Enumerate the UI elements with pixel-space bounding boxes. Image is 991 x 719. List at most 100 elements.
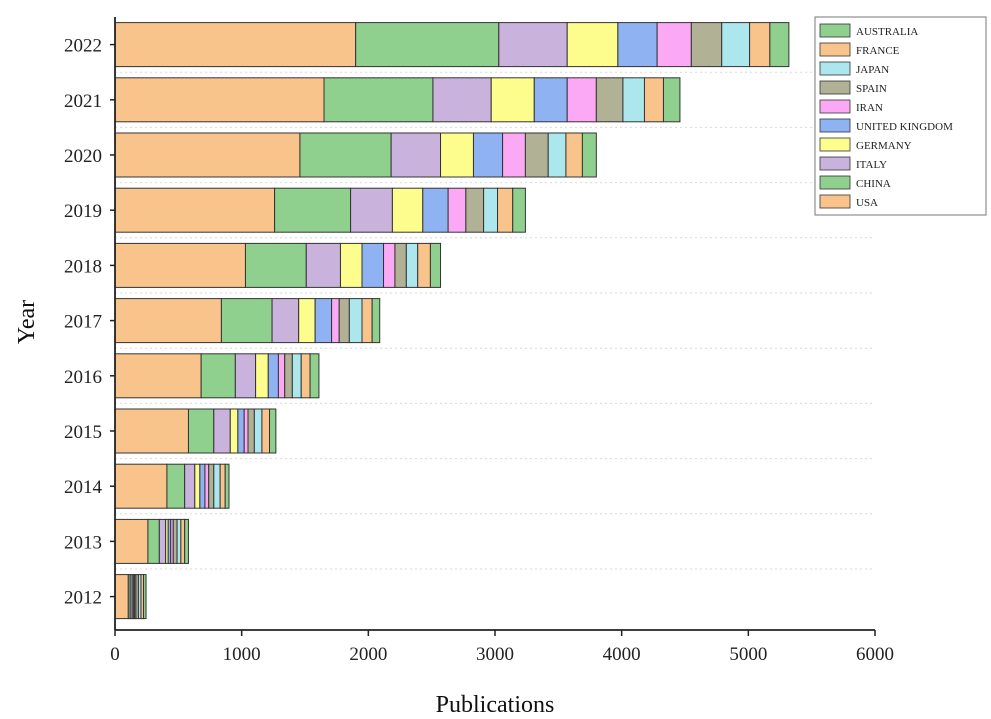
- bars: [114, 22, 790, 620]
- y-tick-label: 2018: [64, 256, 102, 277]
- bar-segment: [422, 187, 449, 233]
- bar-segment: [565, 132, 583, 178]
- bar-segment: [187, 408, 215, 454]
- bar-segment: [331, 298, 340, 344]
- bar-segment: [114, 77, 325, 123]
- bar-segment: [213, 463, 221, 509]
- bar-segment: [271, 298, 300, 344]
- bar-segment: [213, 408, 231, 454]
- bar-segment: [497, 187, 514, 233]
- bar-segment: [143, 574, 147, 620]
- bar-segment: [184, 518, 189, 564]
- bar-segment: [465, 187, 485, 233]
- legend-swatch: [819, 23, 851, 38]
- y-tick-label: 2022: [64, 36, 102, 57]
- legend-label: FRANCE: [856, 45, 900, 57]
- bar-segment: [220, 298, 273, 344]
- bar-segment: [158, 518, 167, 564]
- bar-segment: [261, 408, 271, 454]
- bar-segment: [219, 463, 226, 509]
- bar-segment: [348, 298, 363, 344]
- bar-segment: [298, 298, 316, 344]
- grid-lines: [115, 71, 875, 570]
- y-tick-label: 2014: [64, 477, 103, 498]
- bar-segment: [447, 187, 467, 233]
- legend-label: UNITED KINGDOM: [856, 121, 953, 133]
- bar-segment: [172, 518, 178, 564]
- bar-segment: [566, 22, 619, 68]
- bar-segment: [247, 408, 255, 454]
- bar-segment: [390, 132, 442, 178]
- bar-segment: [498, 22, 568, 68]
- bar-segment: [472, 132, 504, 178]
- bar-segment: [255, 353, 269, 399]
- tick-labels: 2022 2021 2020 2019 2018 2017 2016 2015 2014 2013…: [64, 36, 894, 665]
- legend: AUSTRALIA FRANCE JAPAN SPAIN IRAN UNITED KING…: [814, 16, 987, 216]
- y-tick-label: 2013: [64, 532, 102, 553]
- bar-segment: [581, 132, 597, 178]
- bar-segment: [305, 242, 341, 288]
- bar-segment: [566, 77, 597, 123]
- y-tick-label: 2019: [64, 201, 102, 222]
- bar-segment: [417, 242, 431, 288]
- legend-label: CHINA: [856, 178, 891, 190]
- bar-segment: [749, 22, 771, 68]
- legend-swatch: [819, 137, 851, 152]
- bar-segment: [234, 353, 257, 399]
- bar-segment: [114, 132, 301, 178]
- y-tick-label: 2017: [64, 312, 102, 333]
- y-tick-label: 2015: [64, 422, 102, 443]
- legend-label: GERMANY: [856, 140, 912, 152]
- bar-segment: [284, 353, 293, 399]
- x-tick-label: 3000: [476, 644, 514, 665]
- legend-label: JAPAN: [856, 64, 889, 76]
- bar-segment: [490, 77, 535, 123]
- y-axis-title: Year: [14, 300, 40, 344]
- bar-segment: [483, 187, 499, 233]
- bar-segment: [533, 77, 568, 123]
- y-tick-label: 2020: [64, 146, 102, 167]
- bar-segment: [269, 408, 277, 454]
- legend-swatch: [819, 99, 851, 114]
- x-tick-label: 6000: [856, 644, 894, 665]
- bar-segment: [194, 463, 201, 509]
- bar-segment: [184, 463, 196, 509]
- bar-segment: [277, 353, 286, 399]
- bar-segment: [512, 187, 526, 233]
- bar-segment: [176, 518, 182, 564]
- bar-segment: [361, 298, 373, 344]
- bar-segment: [114, 463, 168, 509]
- bar-segment: [114, 298, 222, 344]
- bar-segment: [253, 408, 263, 454]
- legend-swatch: [819, 156, 851, 171]
- bar-segment: [114, 353, 202, 399]
- bar-segment: [267, 353, 279, 399]
- bar-segment: [394, 242, 407, 288]
- bar-segment: [690, 22, 723, 68]
- bar-segment: [166, 463, 186, 509]
- bar-segment: [114, 187, 276, 233]
- x-tick-label: 1000: [223, 644, 261, 665]
- x-tick-label: 0: [110, 644, 120, 665]
- bar-segment: [429, 242, 442, 288]
- bar-segment: [204, 463, 210, 509]
- bar-segment: [147, 518, 160, 564]
- legend-swatch: [819, 175, 851, 190]
- bar-segment: [114, 408, 189, 454]
- bar-segment: [243, 408, 249, 454]
- bar-segment: [300, 353, 311, 399]
- bar-segment: [200, 353, 236, 399]
- bar-segment: [371, 298, 381, 344]
- bar-segment: [208, 463, 215, 509]
- bar-segment: [355, 22, 500, 68]
- bar-segment: [291, 353, 302, 399]
- bar-segment: [440, 132, 474, 178]
- y-tick-label: 2012: [64, 588, 102, 609]
- legend-label: USA: [856, 197, 878, 209]
- bar-segment: [350, 187, 393, 233]
- legend-swatch: [819, 118, 851, 133]
- bar-segment: [405, 242, 419, 288]
- legend-label: AUSTRALIA: [856, 26, 918, 38]
- bar-segment: [656, 22, 692, 68]
